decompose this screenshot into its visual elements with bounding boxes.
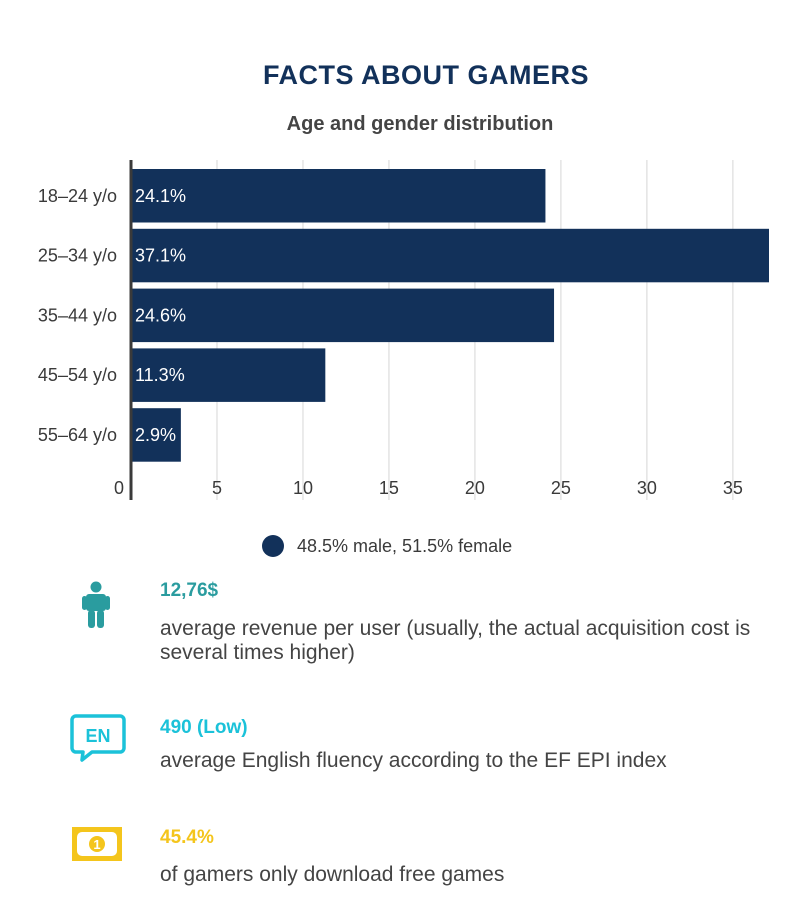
bar: [131, 348, 326, 402]
data-label: 24.6%: [135, 305, 186, 325]
data-label: 11.3%: [135, 365, 185, 385]
fact-value: 490 (Low): [160, 717, 248, 738]
fact-description: average English fluency according to the…: [160, 749, 667, 772]
chart-legend: 48.5% male, 51.5% female: [262, 535, 512, 557]
fact-value: 45.4%: [160, 827, 214, 848]
bar: [131, 288, 555, 343]
page-title: FACTS ABOUT GAMERS: [263, 60, 589, 90]
x-tick-label: 5: [212, 478, 222, 498]
x-tick-label: 0: [114, 478, 124, 498]
bar: [131, 169, 546, 223]
fact-description: of gamers only download free games: [160, 863, 505, 886]
banknote-icon-text: 1: [93, 837, 100, 852]
legend-label: 48.5% male, 51.5% female: [297, 535, 513, 556]
fact-description: average revenue per user (usually, the a…: [160, 617, 751, 664]
data-label: 37.1%: [135, 246, 186, 266]
x-tick-label: 15: [379, 478, 399, 498]
bar: [131, 408, 181, 462]
category-label: 45–54 y/o: [38, 365, 117, 385]
category-label: 18–24 y/o: [38, 186, 117, 206]
banknote-icon: 1: [72, 827, 122, 866]
data-label: 2.9%: [135, 425, 176, 445]
en-icon-text: EN: [85, 726, 110, 746]
fact-value: 12,76$: [160, 580, 219, 601]
x-tick-label: 25: [551, 478, 571, 498]
x-tick-label: 35: [723, 478, 743, 498]
category-label: 25–34 y/o: [38, 246, 117, 266]
bar: [131, 228, 769, 283]
person-icon: [70, 580, 122, 637]
en-speech-bubble-icon: EN: [70, 712, 126, 769]
category-label: 35–44 y/o: [38, 305, 117, 325]
category-label: 55–64 y/o: [38, 425, 117, 445]
x-tick-label: 20: [465, 478, 485, 498]
x-tick-label: 30: [637, 478, 657, 498]
bar-chart: 24.1% 18–24 y/o 37.1% 25–34 y/o 24.6% 35–44 y…: [38, 160, 769, 500]
chart-subtitle: Age and gender distribution: [286, 113, 554, 135]
data-label: 24.1%: [135, 186, 186, 206]
legend-marker: [262, 535, 284, 557]
x-tick-label: 10: [293, 478, 313, 498]
